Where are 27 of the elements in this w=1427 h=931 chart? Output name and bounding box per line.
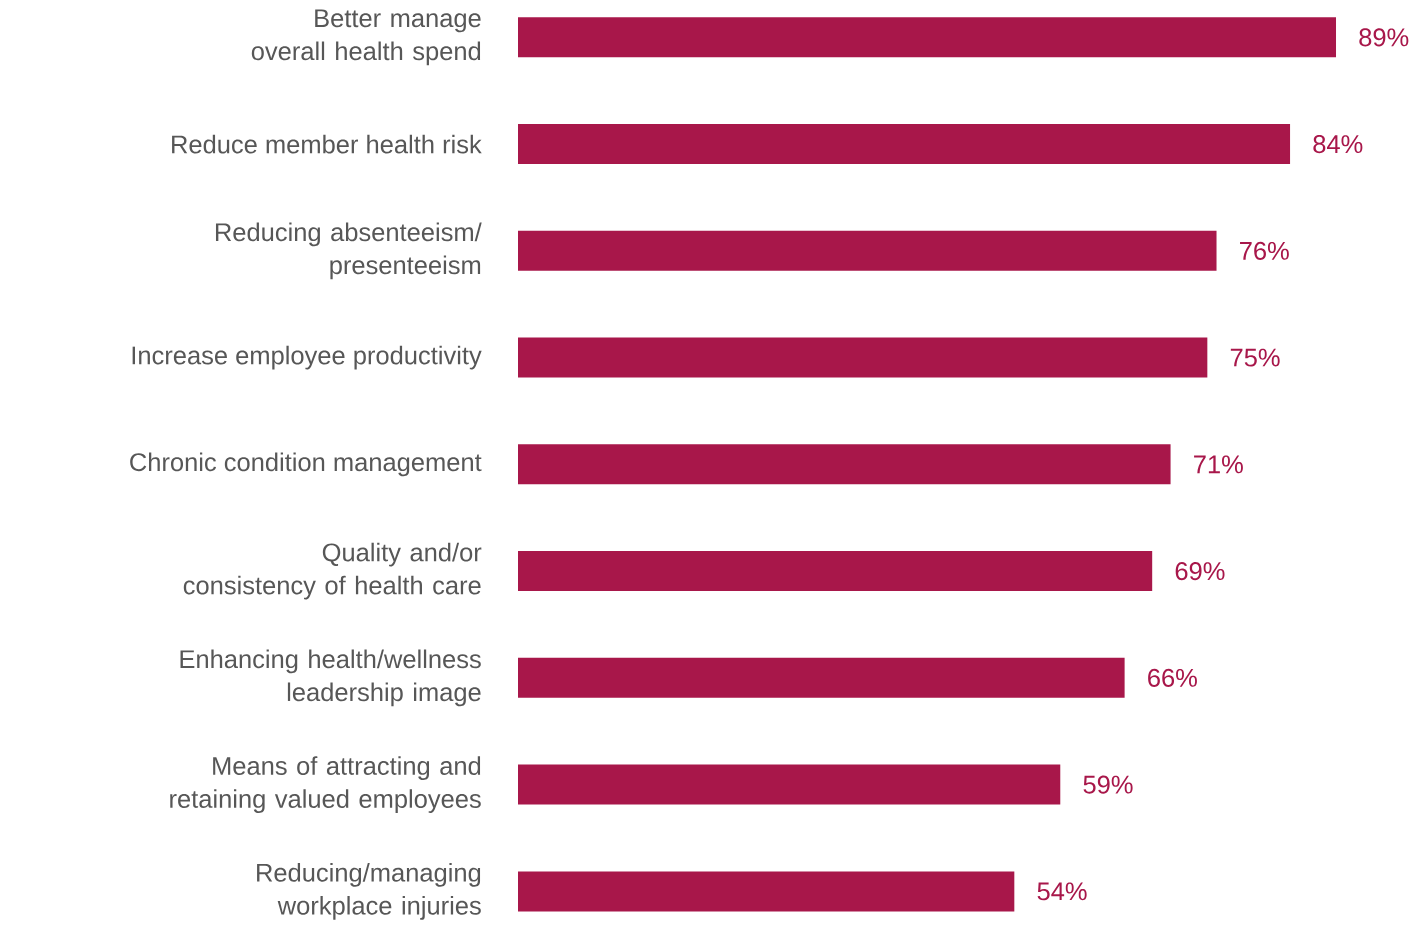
data-label: 89% — [1359, 28, 1409, 47]
data-label: 59% — [1083, 775, 1133, 794]
y-tick-label: Enhancing health/wellness leadership image — [180, 649, 481, 707]
bar — [518, 871, 1015, 912]
data-label: 84% — [1313, 135, 1363, 154]
y-tick-label: Chronic condition management — [130, 452, 482, 477]
y-tick-label: Increase employee productivity — [132, 345, 482, 370]
y-tick-label: Better manage overall health spend — [251, 9, 481, 66]
data-label: 54% — [1037, 882, 1087, 901]
bar — [518, 551, 1153, 592]
data-label: 71% — [1194, 455, 1243, 474]
data-label: 76% — [1240, 241, 1289, 260]
y-tick-label: Means of attracting and retaining valued employees — [170, 756, 481, 814]
data-label: 75% — [1230, 348, 1280, 367]
data-label: 66% — [1148, 668, 1197, 687]
data-label: 69% — [1175, 562, 1225, 581]
y-tick-label: Reduce member health risk — [172, 134, 482, 154]
bar — [518, 764, 1061, 805]
bar — [518, 17, 1337, 58]
bar — [518, 444, 1171, 485]
y-tick-label: Quality and/or consistency of health care — [183, 542, 482, 600]
bar — [518, 657, 1125, 698]
y-tick-label: Reducing absenteeism/ presenteeism — [215, 222, 482, 280]
y-tick-label: Reducing/managing workplace injuries — [257, 862, 481, 920]
bar — [518, 337, 1208, 378]
bar — [518, 230, 1217, 271]
bar — [518, 124, 1291, 165]
